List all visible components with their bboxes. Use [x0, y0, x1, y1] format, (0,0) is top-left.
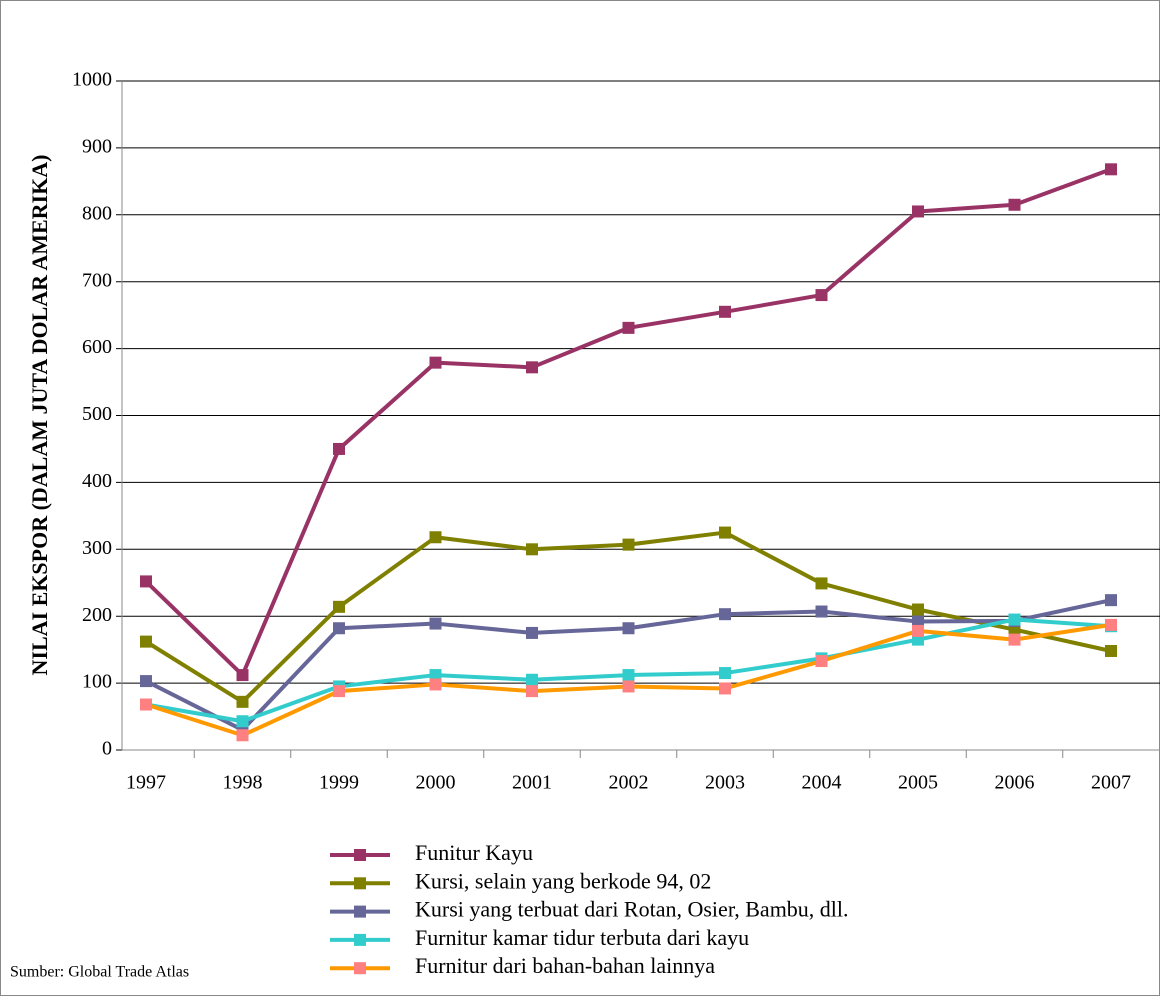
point-marker [815, 605, 828, 618]
legend-marker [354, 905, 366, 918]
point-marker [912, 205, 924, 218]
point-marker [526, 626, 538, 639]
x-tick-label: 2004 [802, 772, 842, 794]
point-marker [622, 669, 635, 682]
point-marker [815, 289, 828, 302]
x-tick-label: 1999 [319, 772, 359, 794]
y-axis-title: NILAI EKSPOR (DALAM JUTA DOLAR AMERIKA) [27, 155, 52, 676]
legend-marker [354, 849, 366, 861]
point-marker [622, 538, 635, 551]
y-tick-label: 200 [82, 604, 112, 626]
point-marker [815, 577, 828, 590]
point-marker [912, 615, 924, 628]
point-marker [333, 622, 345, 635]
x-tick-label: 2000 [416, 772, 456, 794]
point-marker [719, 682, 731, 695]
point-marker [236, 729, 249, 742]
point-marker [622, 680, 635, 693]
legend-marker [354, 962, 366, 975]
point-marker [1105, 594, 1117, 607]
point-marker [1105, 163, 1117, 176]
source-note: Sumber: Global Trade Atlas [10, 964, 189, 981]
y-tick-label: 100 [82, 671, 112, 693]
point-marker [140, 675, 152, 688]
point-marker [236, 695, 249, 708]
legend-marker [354, 933, 366, 946]
point-marker [719, 305, 731, 318]
legend-label: Furnitur dari bahan-bahan lainnya [415, 953, 715, 978]
point-marker [526, 361, 538, 374]
y-tick-label: 900 [82, 135, 112, 157]
x-tick-label: 2006 [995, 772, 1035, 794]
x-tick-label: 2002 [609, 772, 649, 794]
y-tick-label: 600 [82, 336, 112, 358]
legend-label: Furnitur kamar tidur terbuta dari kayu [415, 925, 749, 950]
point-marker [622, 321, 635, 334]
point-marker [815, 655, 828, 668]
y-tick-label: 300 [82, 537, 112, 559]
x-tick-label: 2007 [1091, 772, 1131, 794]
point-marker [912, 624, 924, 637]
y-tick-label: 700 [82, 269, 112, 291]
point-marker [622, 622, 635, 635]
point-marker [1008, 633, 1021, 646]
legend-marker [354, 877, 366, 890]
point-marker [236, 669, 249, 682]
point-marker [1008, 198, 1021, 211]
point-marker [140, 575, 152, 588]
point-marker [429, 678, 442, 691]
y-tick-label: 400 [82, 470, 112, 492]
point-marker [236, 715, 249, 728]
point-marker [719, 667, 731, 680]
x-tick-label: 2001 [512, 772, 552, 794]
point-marker [429, 617, 442, 630]
y-tick-label: 1000 [72, 69, 112, 91]
x-tick-label: 1998 [223, 772, 263, 794]
legend-label: Funitur Kayu [415, 840, 533, 865]
y-tick-label: 0 [102, 738, 112, 760]
point-marker [140, 635, 152, 648]
point-marker [1105, 644, 1117, 657]
point-marker [429, 669, 442, 682]
point-marker [526, 685, 538, 698]
x-tick-label: 2003 [705, 772, 745, 794]
point-marker [429, 531, 442, 544]
point-marker [333, 442, 345, 455]
point-marker [1008, 613, 1021, 626]
legend-label: Kursi yang terbuat dari Rotan, Osier, Ba… [415, 897, 849, 922]
x-tick-label: 2005 [898, 772, 938, 794]
point-marker [719, 608, 731, 621]
y-tick-label: 500 [82, 403, 112, 425]
point-marker [333, 600, 345, 613]
point-marker [1105, 618, 1117, 631]
point-marker [912, 603, 924, 616]
y-tick-label: 800 [82, 202, 112, 224]
point-marker [526, 673, 538, 686]
legend-label: Kursi, selain yang berkode 94, 02 [415, 868, 711, 893]
point-marker [333, 685, 345, 698]
point-marker [140, 698, 152, 711]
point-marker [526, 543, 538, 556]
x-tick-label: 1997 [126, 772, 166, 794]
point-marker [719, 526, 731, 539]
point-marker [429, 356, 442, 369]
